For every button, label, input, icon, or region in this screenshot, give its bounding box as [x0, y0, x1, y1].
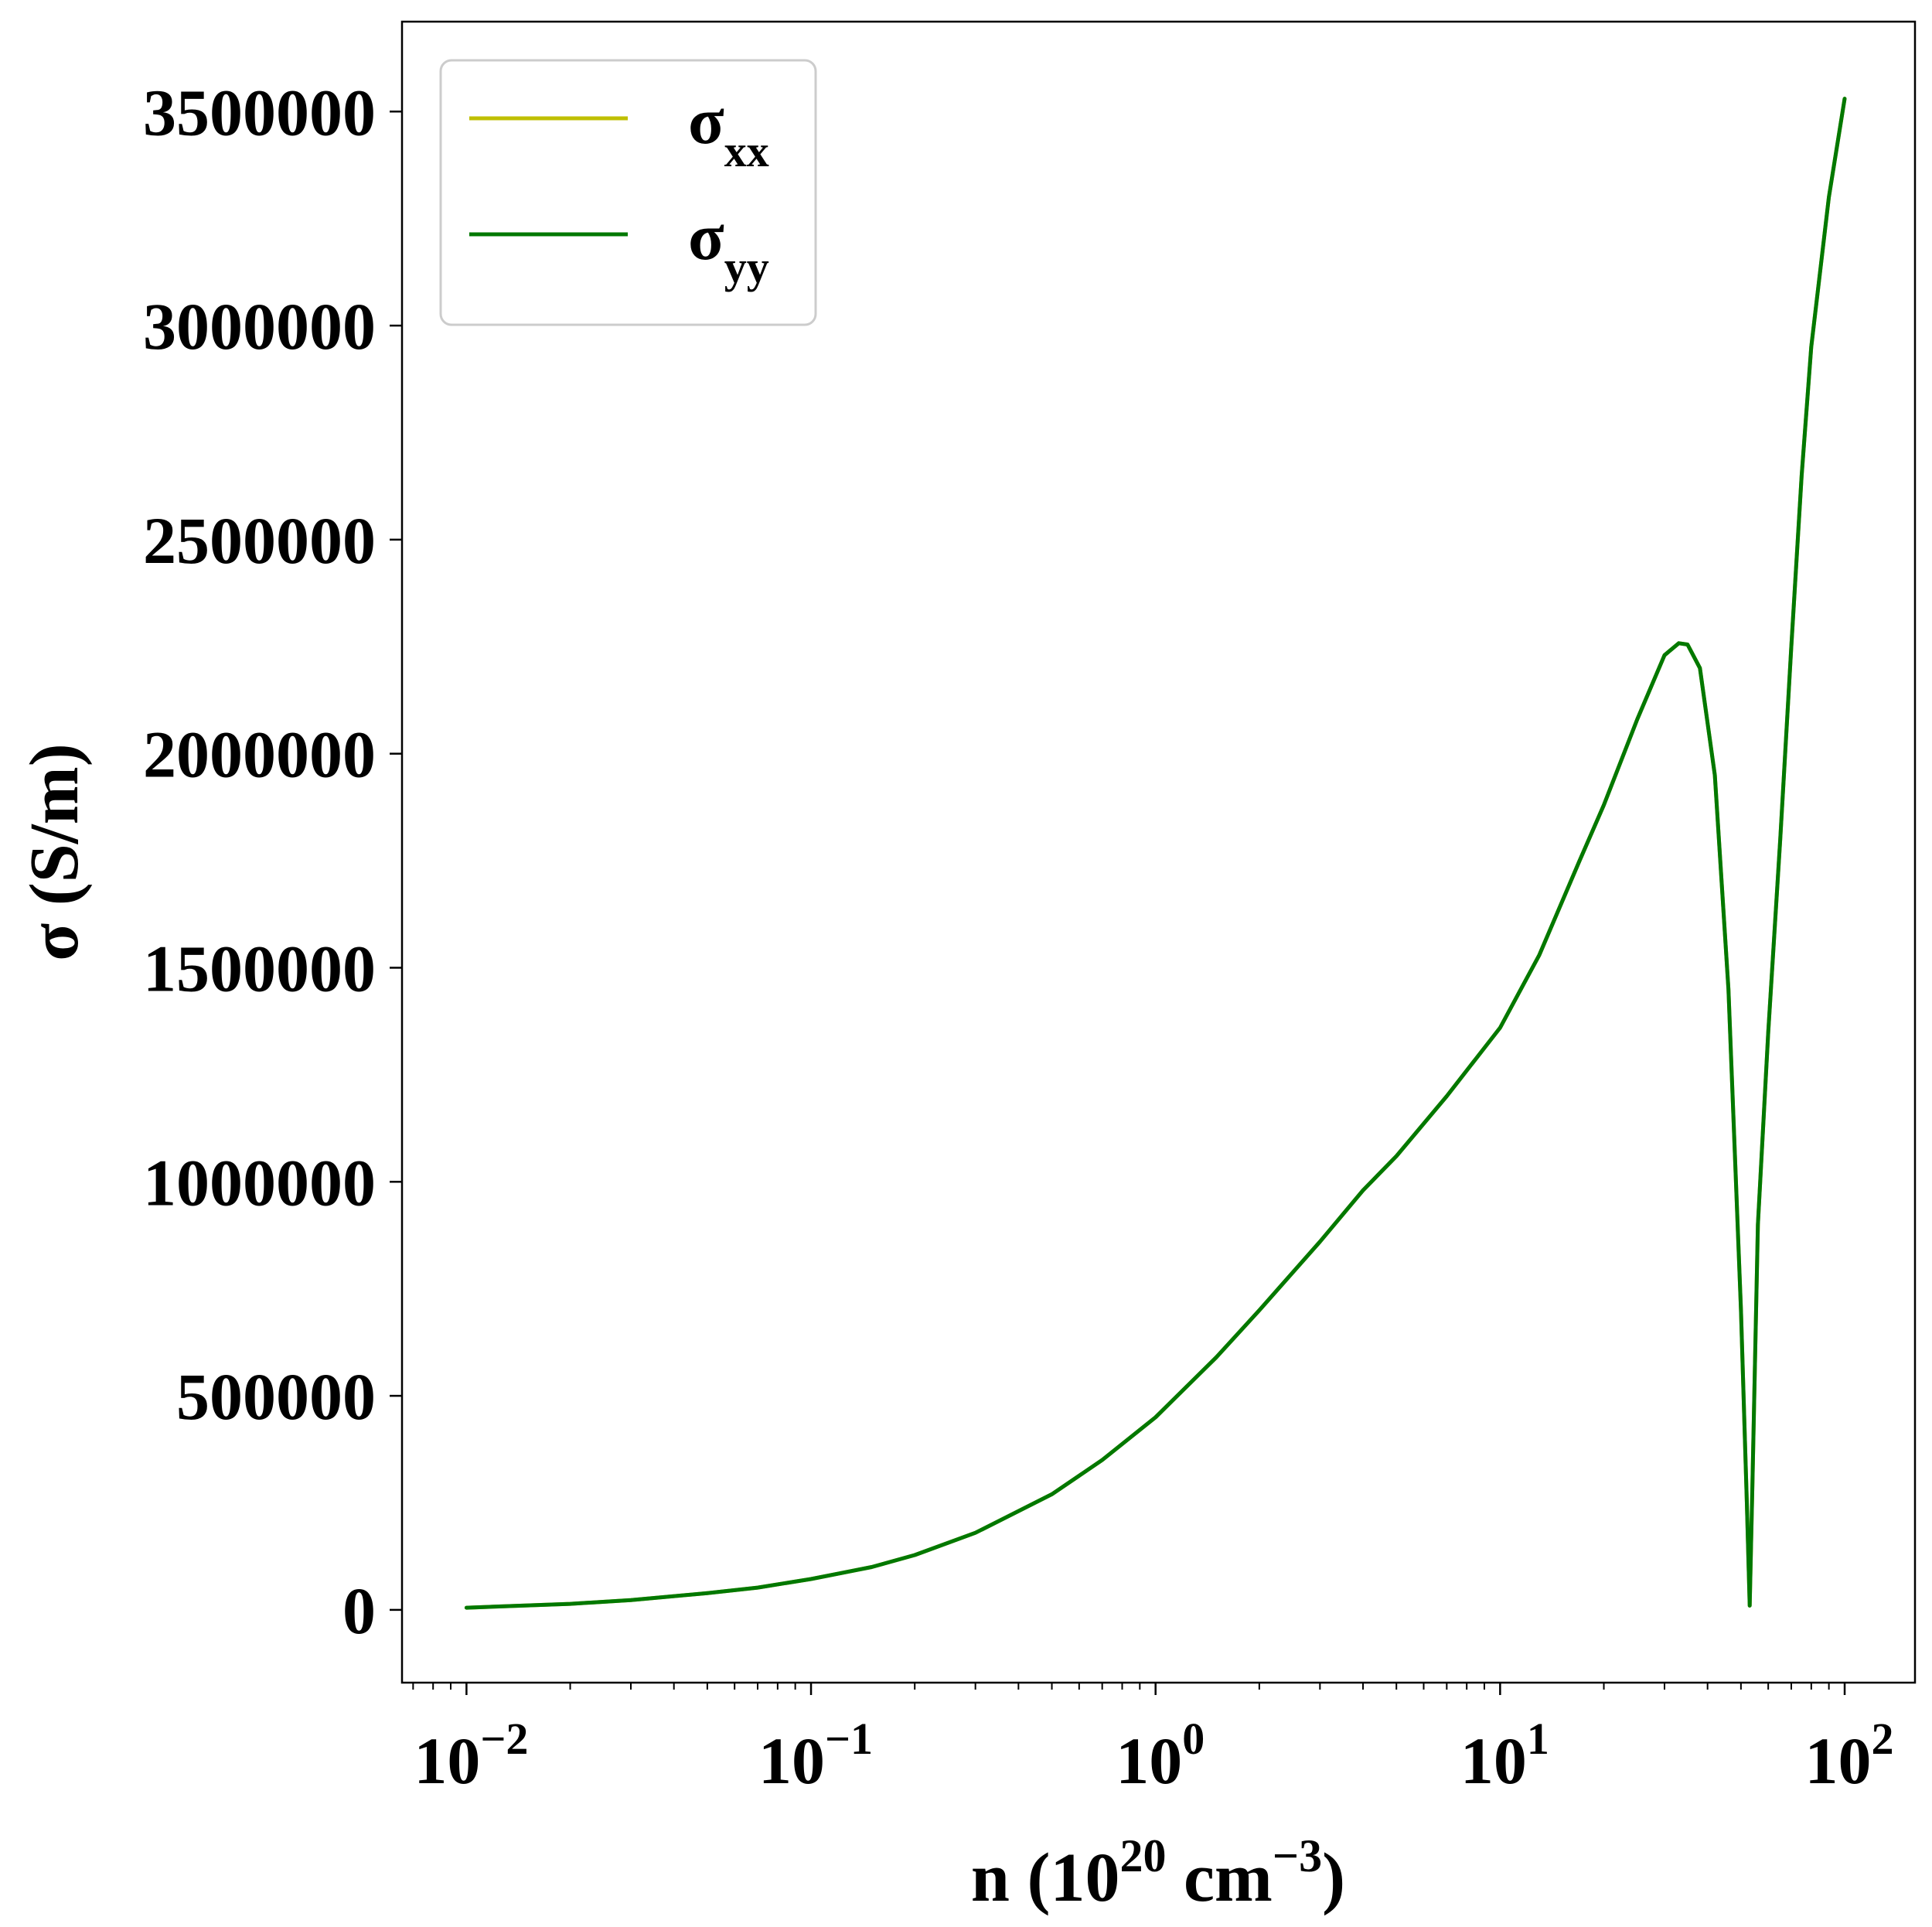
y-tick-label: 3500000 [143, 75, 376, 149]
legend-label-sigma-yy-symbol: σ [688, 200, 724, 274]
x-axis-label: n (1020 cm−3) [971, 1830, 1345, 1916]
y-axis-ticks: 0 500000 1000000 1500000 2000000 2500000 30000… [143, 75, 402, 1648]
y-tick-label: 3000000 [143, 289, 376, 363]
legend-label-sigma-xx-subscript: xx [724, 126, 769, 176]
y-tick-label: 500000 [176, 1359, 376, 1434]
x-axis-label-suffix: ) [1322, 1840, 1345, 1916]
y-tick-label: 0 [342, 1574, 376, 1648]
y-axis-label: σ (S/m) [16, 743, 93, 960]
legend-label-sigma-yy-subscript: yy [724, 242, 769, 292]
x-axis-label-prefix: n (10 [971, 1840, 1120, 1916]
x-tick-label-exponent: −1 [825, 1714, 873, 1764]
x-tick-label-exponent: 0 [1182, 1714, 1205, 1764]
x-tick-label-exponent: −2 [480, 1714, 528, 1764]
y-tick-label: 1000000 [143, 1145, 376, 1219]
legend-frame [439, 59, 817, 326]
x-tick-label: 10−1 [758, 1714, 873, 1798]
x-tick-label-base: 10 [1460, 1724, 1527, 1798]
y-tick-label: 2500000 [143, 503, 376, 578]
x-axis-ticks: 10−2 10−1 100 101 102 [414, 1683, 1894, 1798]
legend: σxx σyy [439, 59, 817, 326]
plot-area-frame [400, 20, 1917, 1684]
x-tick-label-exponent: 1 [1527, 1714, 1549, 1764]
x-tick-label-base: 10 [1805, 1724, 1872, 1798]
x-tick-label-base: 10 [1116, 1724, 1182, 1798]
x-axis-label-exponent-1: 20 [1119, 1830, 1166, 1881]
x-tick-label: 10−2 [414, 1714, 528, 1798]
series-line-sigma-yy [464, 97, 1847, 1610]
legend-label-sigma-xx-symbol: σ [688, 84, 724, 158]
x-tick-label: 102 [1805, 1714, 1894, 1798]
x-tick-label-base: 10 [758, 1724, 825, 1798]
x-minor-ticks [412, 1683, 1830, 1690]
x-tick-label-exponent: 2 [1872, 1714, 1894, 1764]
legend-label-sigma-xx: σxx [688, 84, 769, 176]
x-tick-label-base: 10 [414, 1724, 480, 1798]
legend-label-sigma-yy: σyy [688, 200, 769, 292]
y-tick-label: 1500000 [143, 931, 376, 1005]
y-tick-label: 2000000 [143, 718, 376, 792]
series-lines [464, 97, 1847, 1610]
x-axis-label-exponent-2: −3 [1273, 1830, 1322, 1881]
x-tick-label: 100 [1116, 1714, 1205, 1798]
x-tick-label: 101 [1460, 1714, 1549, 1798]
x-axis-label-middle: cm [1166, 1840, 1272, 1916]
